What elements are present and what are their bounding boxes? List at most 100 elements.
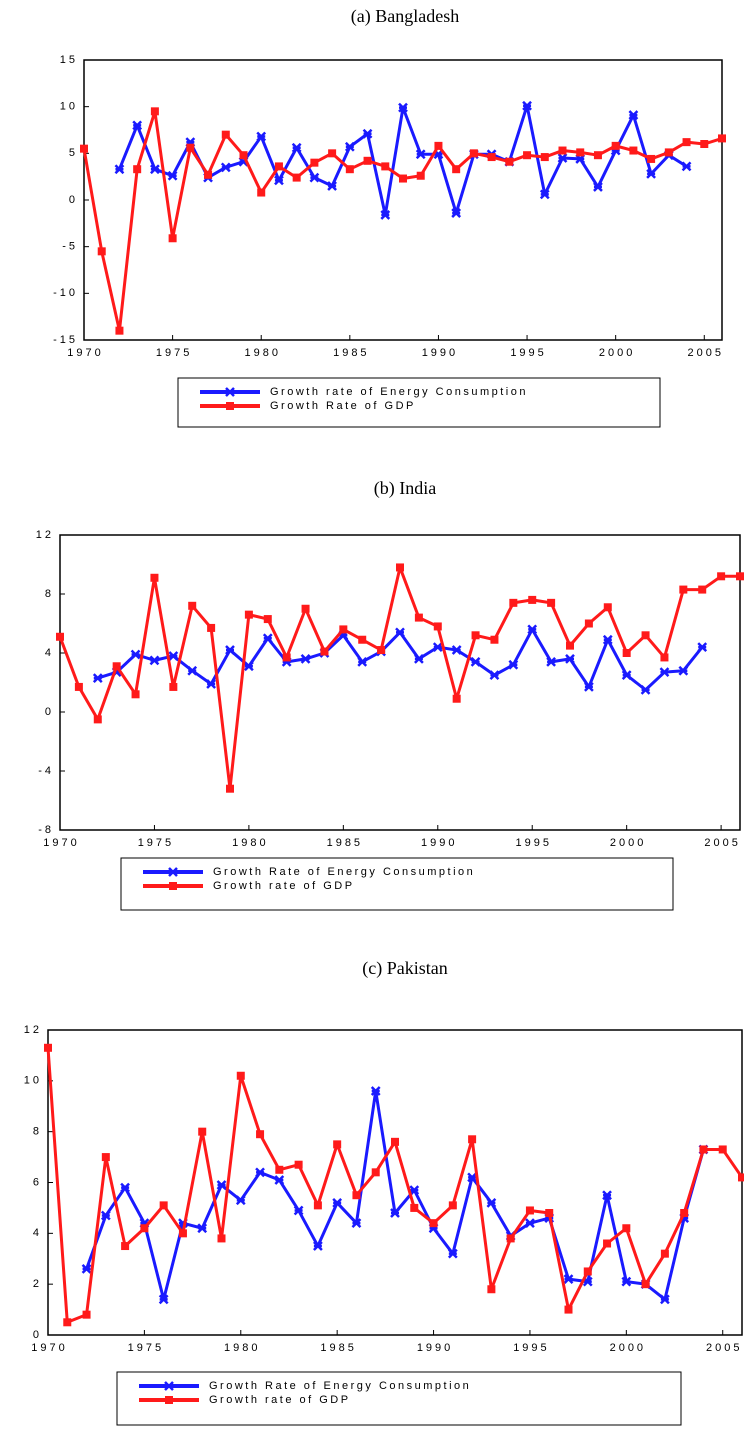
x-tick-label: 1990 [421,837,457,849]
marker [377,646,386,655]
marker [131,690,140,699]
marker [682,138,691,147]
marker [584,619,593,628]
marker [416,171,425,180]
marker [664,148,673,157]
marker [363,156,372,165]
marker [398,102,408,113]
legend-label: Growth Rate of Energy Consumption [213,866,475,878]
marker [622,649,631,657]
marker [63,1318,72,1327]
marker [717,572,726,581]
x-tick-label: 1975 [138,837,174,849]
marker [150,573,159,582]
marker [358,635,367,644]
marker [81,1264,92,1274]
y-tick-label: 6 [33,1176,42,1188]
marker [506,1234,515,1243]
y-tick-label: 12 [36,529,54,541]
marker [150,164,160,175]
marker [101,1153,110,1162]
marker [602,1190,612,1201]
marker [487,153,496,162]
marker [282,653,291,662]
marker [217,1234,226,1243]
marker [432,642,443,652]
marker [489,670,500,681]
marker [487,1285,496,1294]
y-tick-label: 10 [24,1075,42,1087]
legend-label: Growth rate of GDP [213,880,355,892]
marker [414,613,423,622]
marker [380,210,391,220]
y-tick-label: 10 [60,101,78,113]
marker [540,153,549,162]
y-tick-label: -8 [38,824,54,836]
x-tick-label: 1990 [417,1342,453,1354]
marker [263,615,272,624]
marker [576,148,585,157]
marker [509,598,518,607]
y-tick-label: 15 [60,54,78,66]
marker [186,143,195,152]
marker [352,1191,361,1200]
y-tick-label: -10 [53,287,78,299]
marker [603,603,612,612]
marker [622,1224,631,1233]
marker [603,1239,612,1248]
marker [225,645,235,655]
marker [112,662,121,671]
marker [647,154,656,163]
marker [291,142,302,153]
legend-label: Growth Rate of GDP [270,400,416,412]
marker [168,234,177,243]
chart: (a) Bangladesh -15 -10 -5 0 5 10 15 1970 1975 1980… [53,6,726,428]
y-tick-label: 12 [24,1024,42,1036]
marker [699,1145,708,1154]
x-tick-label: 1980 [224,1342,260,1354]
marker [292,173,301,182]
x-tick-label: 1975 [156,347,192,359]
x-tick-label: 1995 [510,347,546,359]
marker [545,1209,554,1217]
marker [120,1182,130,1193]
legend-label: Growth rate of GDP [209,1394,351,1406]
marker [557,153,568,163]
marker [490,635,499,644]
x-tick-label: 2005 [706,1342,742,1354]
marker [391,1137,399,1146]
marker [167,170,178,181]
marker [158,1294,169,1305]
x-tick-label: 1995 [515,837,551,849]
marker [629,146,638,155]
marker [718,134,726,143]
x-tick-label: 1985 [327,837,363,849]
legend-box [120,857,674,911]
marker [320,647,329,656]
marker [409,1185,420,1196]
series-line [82,109,723,333]
marker [565,654,575,664]
marker [256,1130,265,1139]
marker [187,665,198,676]
marker [204,170,213,179]
marker [257,188,266,197]
marker [235,1195,246,1206]
marker [339,625,348,634]
marker [611,141,620,150]
marker [301,604,310,613]
marker [309,172,320,183]
marker [133,165,142,174]
marker [255,1167,265,1178]
marker [447,1248,458,1259]
marker [294,1160,303,1169]
marker [169,682,178,691]
marker [313,1241,323,1251]
marker [207,623,216,632]
marker [470,656,481,667]
marker [452,694,461,703]
marker [679,585,688,594]
marker [274,175,284,186]
x-tick-label: 1990 [422,347,458,359]
